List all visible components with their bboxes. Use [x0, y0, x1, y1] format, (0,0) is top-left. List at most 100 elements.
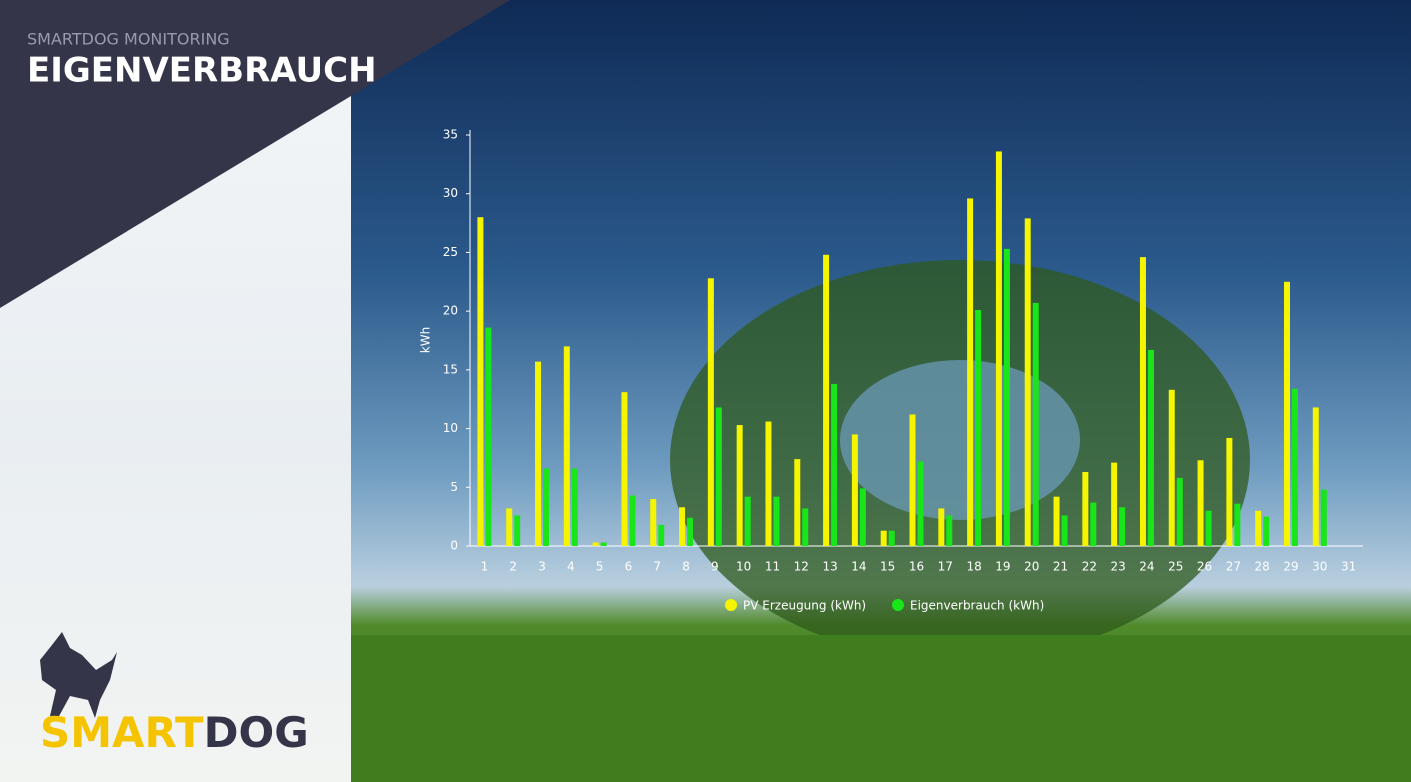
bar: [967, 198, 974, 546]
x-tick-label: 10: [736, 560, 751, 574]
bar: [1090, 502, 1097, 546]
bar: [1168, 389, 1175, 546]
x-tick-label: 22: [1082, 560, 1097, 574]
grass: [351, 635, 1411, 782]
bar: [1053, 496, 1060, 546]
bar: [650, 499, 657, 546]
bar: [1003, 248, 1010, 547]
legend-label: PV Erzeugung (kWh): [743, 599, 866, 613]
x-tick-label: 24: [1139, 560, 1154, 574]
y-tick-label: 30: [443, 186, 458, 200]
x-tick-label: 20: [1024, 560, 1039, 574]
bar: [794, 459, 801, 546]
x-tick-label: 11: [765, 560, 780, 574]
bar: [679, 507, 686, 546]
x-tick-label: 15: [880, 560, 895, 574]
bar: [946, 515, 953, 546]
y-tick-label: 20: [443, 304, 458, 318]
bar: [1147, 349, 1154, 546]
x-tick-label: 7: [653, 560, 661, 574]
x-tick-label: 19: [995, 560, 1010, 574]
bar: [563, 346, 570, 546]
legend-marker: [892, 599, 904, 611]
bar: [975, 309, 982, 546]
bar: [514, 515, 521, 546]
bar: [571, 468, 578, 546]
x-tick-label: 6: [625, 560, 633, 574]
y-tick-label: 25: [443, 245, 458, 259]
y-tick-label: 0: [450, 539, 458, 553]
bar: [1312, 407, 1319, 546]
bar: [1032, 302, 1039, 546]
x-tick-label: 25: [1168, 560, 1183, 574]
bar: [1283, 281, 1290, 546]
legend-label: Eigenverbrauch (kWh): [910, 599, 1044, 613]
bar: [1291, 388, 1298, 546]
bar: [859, 488, 866, 546]
bar: [592, 542, 599, 546]
bar: [938, 508, 945, 546]
logo-dog: [40, 632, 117, 718]
bar: [917, 461, 924, 546]
y-tick-label: 35: [443, 128, 458, 142]
x-tick-label: 16: [909, 560, 924, 574]
bar: [831, 383, 838, 546]
bar: [1061, 515, 1068, 546]
bar: [1320, 489, 1327, 546]
bar: [477, 217, 484, 546]
bar: [1082, 472, 1089, 546]
bar: [1176, 477, 1183, 546]
y-tick-label: 5: [450, 480, 458, 494]
y-axis-label: kWh: [419, 327, 433, 353]
header-subtitle: SMARTDOG MONITORING: [27, 30, 230, 49]
bar: [535, 361, 542, 546]
bar: [1197, 460, 1204, 546]
header-triangle: [0, 0, 510, 308]
bar: [506, 508, 513, 546]
bar: [736, 425, 743, 546]
bar: [1263, 516, 1270, 546]
bar: [1139, 257, 1146, 546]
x-tick-label: 27: [1226, 560, 1241, 574]
header-title: EIGENVERBRAUCH: [27, 51, 377, 91]
logo-part2: DOG: [204, 708, 309, 757]
bar: [744, 496, 751, 546]
bar: [1205, 510, 1212, 546]
y-tick-label: 15: [443, 362, 458, 376]
x-tick-label: 3: [538, 560, 546, 574]
bar: [485, 327, 492, 546]
x-tick-label: 9: [711, 560, 719, 574]
x-tick-label: 30: [1312, 560, 1327, 574]
legend-marker: [725, 599, 737, 611]
x-tick-label: 12: [794, 560, 809, 574]
x-tick-label: 14: [851, 560, 866, 574]
logo-text: SMARTDOG: [40, 708, 309, 757]
bar: [995, 151, 1002, 546]
leaf-hole: [840, 360, 1080, 520]
x-tick-label: 2: [509, 560, 517, 574]
bar: [621, 392, 628, 546]
x-tick-label: 17: [938, 560, 953, 574]
x-tick-label: 23: [1111, 560, 1126, 574]
x-tick-label: 5: [596, 560, 604, 574]
bar: [715, 407, 722, 546]
x-tick-label: 1: [481, 560, 489, 574]
x-tick-label: 26: [1197, 560, 1212, 574]
bar: [802, 508, 809, 546]
x-tick-label: 13: [822, 560, 837, 574]
x-tick-label: 29: [1283, 560, 1298, 574]
bar: [629, 495, 636, 546]
bar: [687, 517, 694, 546]
x-tick-label: 4: [567, 560, 575, 574]
bar: [1234, 503, 1241, 546]
x-tick-label: 28: [1255, 560, 1270, 574]
bar: [823, 254, 830, 546]
bar: [888, 530, 895, 546]
bar: [658, 524, 665, 546]
bar: [543, 468, 550, 546]
bar: [851, 434, 858, 546]
x-tick-label: 8: [682, 560, 690, 574]
bar: [880, 530, 887, 546]
